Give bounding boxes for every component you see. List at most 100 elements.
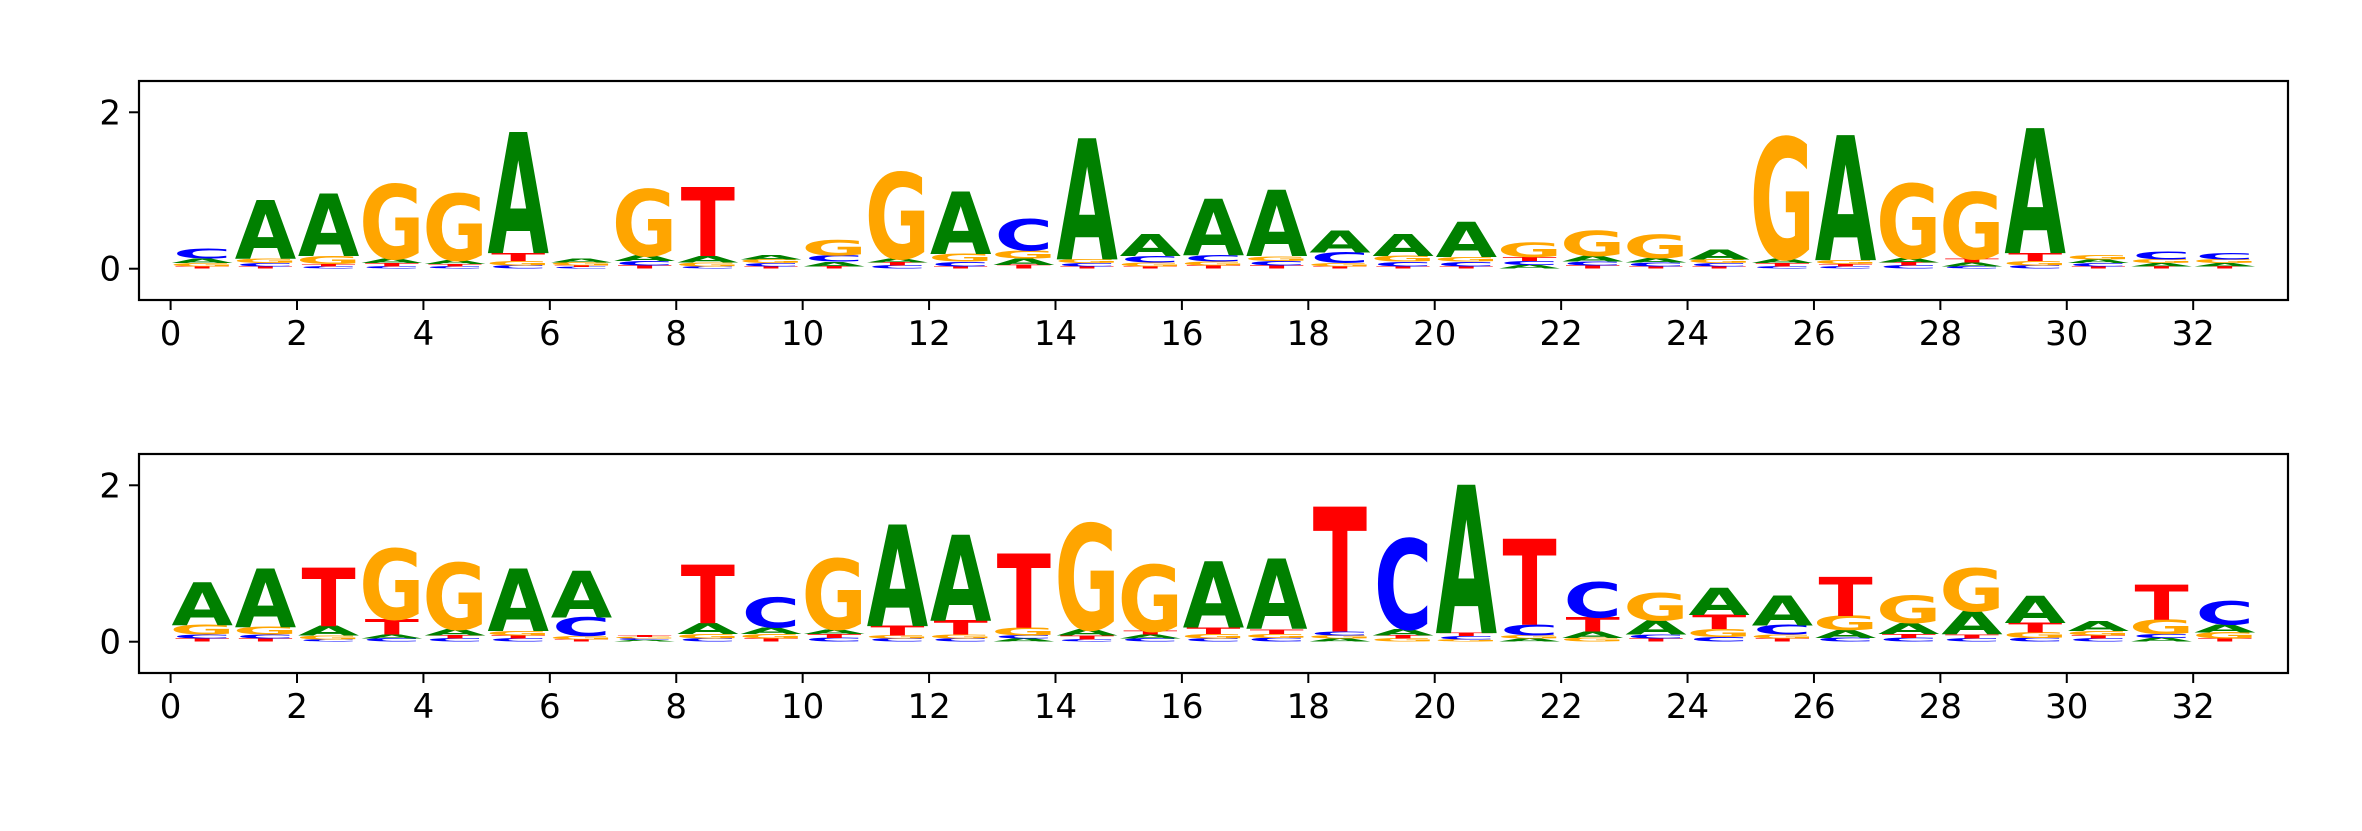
logo-letter-T: T <box>997 264 1052 270</box>
logo-letter-C: C <box>2196 595 2254 632</box>
logo-letter-T: T <box>491 635 546 640</box>
x-tick-label: 18 <box>1287 314 1330 354</box>
logo-letter-T: T <box>1882 262 1937 267</box>
logo-letter-A: A <box>1309 638 1371 643</box>
logo-letter-G: G <box>1181 633 1246 640</box>
logo-letter-T: T <box>1123 630 1178 636</box>
logo-letter-T: T <box>2071 635 2126 640</box>
logo-letter-G: G <box>549 635 614 640</box>
logo-letter-A: A <box>1183 544 1244 650</box>
logo-letter-C: C <box>616 260 674 267</box>
logo-letter-G: G <box>1054 495 1119 664</box>
logo-letter-T: T <box>1692 266 1747 270</box>
y-tick-label: 0 <box>99 250 121 290</box>
logo-letter-G: G <box>1813 259 1878 265</box>
logo-letter-T: T <box>1818 566 1872 628</box>
logo-letter-C: C <box>552 612 610 642</box>
logo-letter-A: A <box>677 620 738 637</box>
logo-letter-A: A <box>993 638 1055 643</box>
axes-frame <box>137 79 2290 302</box>
logo-letter-A: A <box>1056 628 1118 638</box>
logo-letter-T: T <box>2135 576 2189 632</box>
logo-letter-C: C <box>1627 262 1685 268</box>
logo-letter-G: G <box>1434 256 1499 263</box>
logo-letter-C: C <box>2196 252 2254 262</box>
logo-letter-A: A <box>235 552 297 646</box>
logo-letter-C: C <box>236 262 294 267</box>
logo-letter-C: C <box>489 265 547 270</box>
logo-letter-G: G <box>1118 262 1183 268</box>
logo-letter-G: G <box>359 164 424 283</box>
logo-letter-G: G <box>1687 627 1752 639</box>
logo-letter-C: C <box>1437 635 1495 640</box>
logo-letter-A: A <box>2194 262 2256 267</box>
logo-letter-C: C <box>805 254 863 264</box>
logo-letter-T: T <box>175 638 230 643</box>
logo-letter-G: G <box>2066 254 2131 261</box>
logo-letter-T: T <box>1629 638 1684 643</box>
logo-letter-C: C <box>1058 262 1116 267</box>
logo-letter-G: G <box>1939 557 2004 625</box>
logo-letter-A: A <box>171 257 233 264</box>
logo-letter-T: T <box>365 262 420 267</box>
logo-letter-A: A <box>488 552 550 652</box>
logo-letter-A: A <box>1056 105 1118 299</box>
logo-letter-G: G <box>1623 229 1688 266</box>
logo-letter-C: C <box>1564 261 1622 267</box>
logo-letter-A: A <box>1246 540 1307 652</box>
logo-letter-T: T <box>302 263 357 267</box>
logo-letter-G: G <box>991 249 1056 261</box>
logo-letter-C: C <box>1184 254 1242 264</box>
logo-letter-T: T <box>681 169 735 279</box>
logo-letter-C: C <box>679 266 737 270</box>
logo-letter-A: A <box>2131 262 2193 267</box>
logo-letter-G: G <box>675 262 740 268</box>
logo-letter-A: A <box>1941 262 2003 268</box>
logo-letter-C: C <box>1500 622 1558 639</box>
logo-letter-A: A <box>1688 248 1749 263</box>
logo-letter-T: T <box>175 266 230 270</box>
logo-letter-T: T <box>1566 614 1621 637</box>
logo-letter-A: A <box>1625 617 1687 640</box>
logo-letter-T: T <box>934 266 989 270</box>
logo-letter-C: C <box>1311 631 1369 637</box>
logo-letter-G: G <box>549 262 614 267</box>
logo-letter-G: G <box>170 623 235 638</box>
logo-letter-T: T <box>238 638 293 643</box>
x-tick-label: 16 <box>1160 687 1203 727</box>
x-tick-label: 0 <box>160 687 182 727</box>
logo-letter-C: C <box>236 634 294 640</box>
logo-letter-A: A <box>424 628 486 638</box>
logo-letter-A: A <box>930 175 992 275</box>
x-tick-label: 30 <box>2045 314 2088 354</box>
logo-letter-C: C <box>1564 573 1622 629</box>
logo-letter-A: A <box>1372 628 1434 638</box>
logo-letter-C: C <box>552 267 610 269</box>
logo-letter-C: C <box>1374 261 1432 268</box>
logo-letter-G: G <box>1876 163 1941 282</box>
logo-letter-G: G <box>1623 586 1688 630</box>
logo-letter-A: A <box>171 571 232 639</box>
x-tick-label: 6 <box>539 687 561 727</box>
logo-letter-C: C <box>489 638 547 643</box>
logo-letter-G: G <box>612 172 677 278</box>
logo-letter-T: T <box>744 638 799 643</box>
